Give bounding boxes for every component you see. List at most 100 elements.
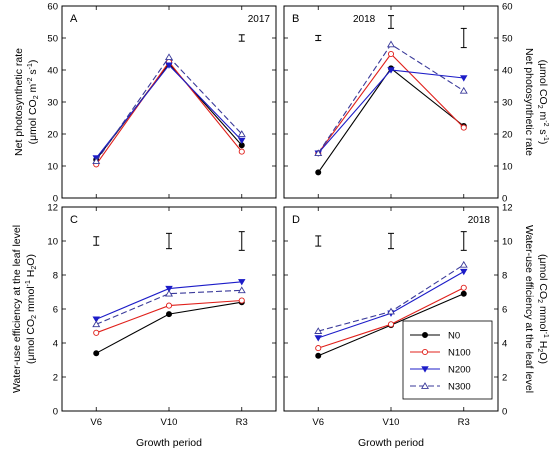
- ytick-label: 0: [53, 406, 58, 417]
- point-n300: [314, 149, 323, 157]
- panel-a-error-bars: [238, 34, 245, 42]
- ytick-label: 12: [502, 202, 513, 213]
- error-bar: [315, 34, 322, 42]
- panel-d-xlabel: Growth period: [358, 437, 424, 449]
- point-n100: [238, 148, 245, 155]
- error-bar: [93, 236, 100, 246]
- point-n200: [314, 335, 322, 342]
- panel-b-year: 2018: [353, 14, 376, 25]
- point-n200: [460, 268, 468, 276]
- error-bar: [388, 15, 394, 29]
- point-n300: [237, 130, 246, 137]
- error-bar: [166, 232, 172, 250]
- panel-d-year: 2018: [468, 215, 491, 226]
- point-n200: [238, 279, 246, 286]
- panel-d: D 2018 0 2 4 6 8 10 12 V6 V10 R3: [283, 202, 513, 428]
- point-n200: [238, 137, 246, 144]
- series-line-n100: [95, 61, 243, 165]
- ytick-label: 6: [53, 304, 58, 315]
- point-n300: [237, 286, 246, 294]
- panel-c-yaxis: 0 2 4 6 8 10 12: [47, 202, 276, 417]
- panel-b-series: [314, 40, 468, 176]
- ytick-label: 50: [502, 33, 513, 44]
- ytick-label: 0: [502, 193, 507, 204]
- ytick-label: 40: [47, 65, 58, 76]
- panel-c-series: [92, 279, 246, 357]
- right-bottom-ylabel-line2: (μmol CO2 mmol-1 H2O): [536, 254, 549, 364]
- panel-c: C 0 2 4 6 8 10 12 V6 V10 R3: [47, 202, 277, 428]
- point-n300: [459, 86, 468, 94]
- xtick-label: V6: [312, 417, 324, 428]
- point-n100: [387, 321, 395, 328]
- panel-b-error-bars: [315, 15, 467, 49]
- panel-c-letter: C: [70, 214, 78, 226]
- ytick-label: 8: [502, 270, 507, 281]
- xtick-label: V6: [90, 417, 102, 428]
- point-n200: [92, 316, 100, 323]
- point-n200: [387, 67, 395, 74]
- legend-item-n100: N100: [410, 348, 471, 359]
- point-n300: [387, 307, 395, 315]
- point-n0: [93, 350, 100, 357]
- legend-label: N100: [448, 348, 471, 359]
- point-n300: [387, 40, 395, 48]
- error-bar: [388, 232, 394, 250]
- left-top-ylabel-line1: Net photosynthetic rate: [13, 48, 25, 156]
- point-n300: [165, 53, 173, 61]
- panel-b-yaxis: 0 10 20 30 40 50 60: [284, 1, 513, 204]
- xtick-label: R3: [236, 417, 248, 428]
- left-bottom-ylabel-line1: Water-use efficiency at the leaf level: [11, 225, 23, 393]
- point-n100: [238, 297, 245, 304]
- point-n200: [165, 285, 173, 293]
- panel-a-letter: A: [70, 13, 78, 25]
- left-top-ylabel-line2: (μmol CO2 m-2 s-1): [27, 60, 40, 145]
- legend: N0 N100 N200 N300: [402, 320, 493, 400]
- right-bottom-ylabel-line1: Water-use efficiency at the leaf level: [523, 225, 535, 393]
- point-n0: [315, 352, 322, 359]
- panel-c-xlabel: Growth period: [136, 437, 202, 449]
- ytick-label: 2: [502, 372, 507, 383]
- right-top-ylabel-line1: Net photosynthetic rate: [523, 48, 535, 156]
- series-line-n300: [95, 56, 243, 162]
- ytick-label: 4: [53, 338, 58, 349]
- ytick-label: 50: [47, 33, 58, 44]
- ytick-label: 10: [47, 236, 58, 247]
- legend-box: [402, 320, 493, 400]
- error-bar: [460, 27, 467, 49]
- ytick-label: 30: [47, 97, 58, 108]
- panel-b: B 2018 0 10 20 30 40 50 60: [283, 1, 513, 204]
- point-n100: [460, 284, 467, 291]
- point-n100: [460, 124, 467, 131]
- point-n200: [165, 62, 173, 69]
- panel-d-series: [314, 260, 468, 359]
- panel-a-series: [92, 53, 246, 168]
- panel-b-frame: [283, 5, 499, 199]
- xtick-label: V10: [161, 417, 178, 428]
- panel-d-error-bars: [315, 231, 467, 251]
- right-top-ylabel-line2: (μmol CO2 m-2 s-1): [536, 60, 549, 145]
- panel-b-letter: B: [292, 13, 299, 25]
- legend-item-n300: N300: [410, 382, 471, 393]
- panel-c-xaxis: V6 V10 R3: [90, 417, 247, 428]
- point-n0: [165, 311, 172, 318]
- panel-d-xaxis: V6 V10 R3: [312, 417, 469, 428]
- legend-marker: [421, 366, 429, 373]
- ytick-label: 10: [502, 236, 513, 247]
- point-n100: [165, 302, 173, 309]
- point-n100: [315, 345, 322, 352]
- series-line-n300: [317, 43, 465, 154]
- xtick-label: V10: [383, 417, 400, 428]
- ytick-label: 0: [502, 406, 507, 417]
- point-n300: [314, 327, 323, 334]
- legend-marker: [421, 382, 429, 389]
- ytick-label: 60: [502, 1, 513, 12]
- ytick-label: 60: [47, 1, 58, 12]
- legend-marker: [421, 331, 428, 338]
- panel-a: A 2017 0 10 20 30 40 50 60: [47, 1, 277, 204]
- error-bar: [238, 231, 245, 251]
- panel-a-year: 2017: [248, 14, 271, 25]
- point-n300: [165, 289, 173, 297]
- ytick-label: 6: [502, 304, 507, 315]
- ytick-label: 20: [47, 129, 58, 140]
